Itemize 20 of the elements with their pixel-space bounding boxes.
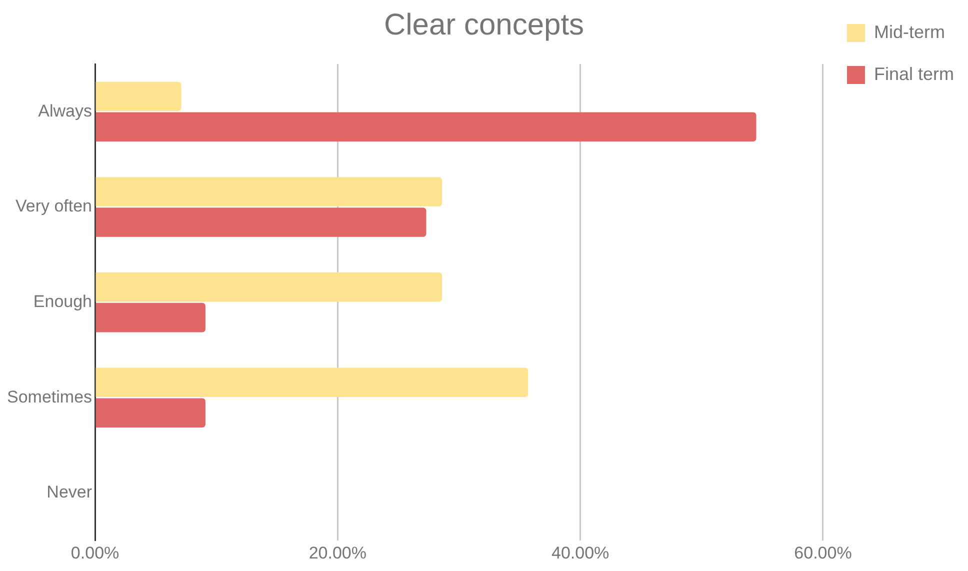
- y-tick-label: Sometimes: [6, 387, 92, 406]
- legend-label: Mid-term: [874, 22, 945, 42]
- bar: [96, 177, 442, 206]
- y-tick-label: Very often: [15, 196, 92, 216]
- y-tick-label: Never: [46, 482, 92, 502]
- legend-label: Final term: [874, 64, 954, 84]
- x-tick-label: 40.00%: [551, 543, 610, 562]
- bar: [96, 82, 182, 112]
- bar: [96, 398, 206, 428]
- chart-title: Clear concepts: [384, 8, 584, 42]
- x-tick-label: 60.00%: [794, 543, 852, 562]
- bar: [96, 368, 528, 398]
- bar: [96, 112, 756, 142]
- y-tick-label: Enough: [33, 292, 92, 311]
- bar: [96, 272, 442, 302]
- x-tick-label: 0.00%: [70, 543, 120, 562]
- x-tick-label: 20.00%: [308, 543, 367, 562]
- bar: [96, 302, 206, 332]
- y-tick-label: Always: [38, 101, 92, 120]
- bar: [96, 208, 426, 237]
